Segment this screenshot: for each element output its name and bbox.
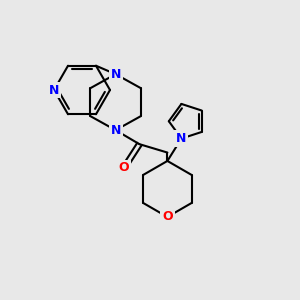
Text: N: N bbox=[110, 68, 121, 81]
Text: N: N bbox=[110, 124, 121, 137]
Text: O: O bbox=[162, 211, 173, 224]
Text: O: O bbox=[119, 161, 129, 175]
Text: N: N bbox=[49, 83, 59, 97]
Text: N: N bbox=[176, 132, 187, 145]
